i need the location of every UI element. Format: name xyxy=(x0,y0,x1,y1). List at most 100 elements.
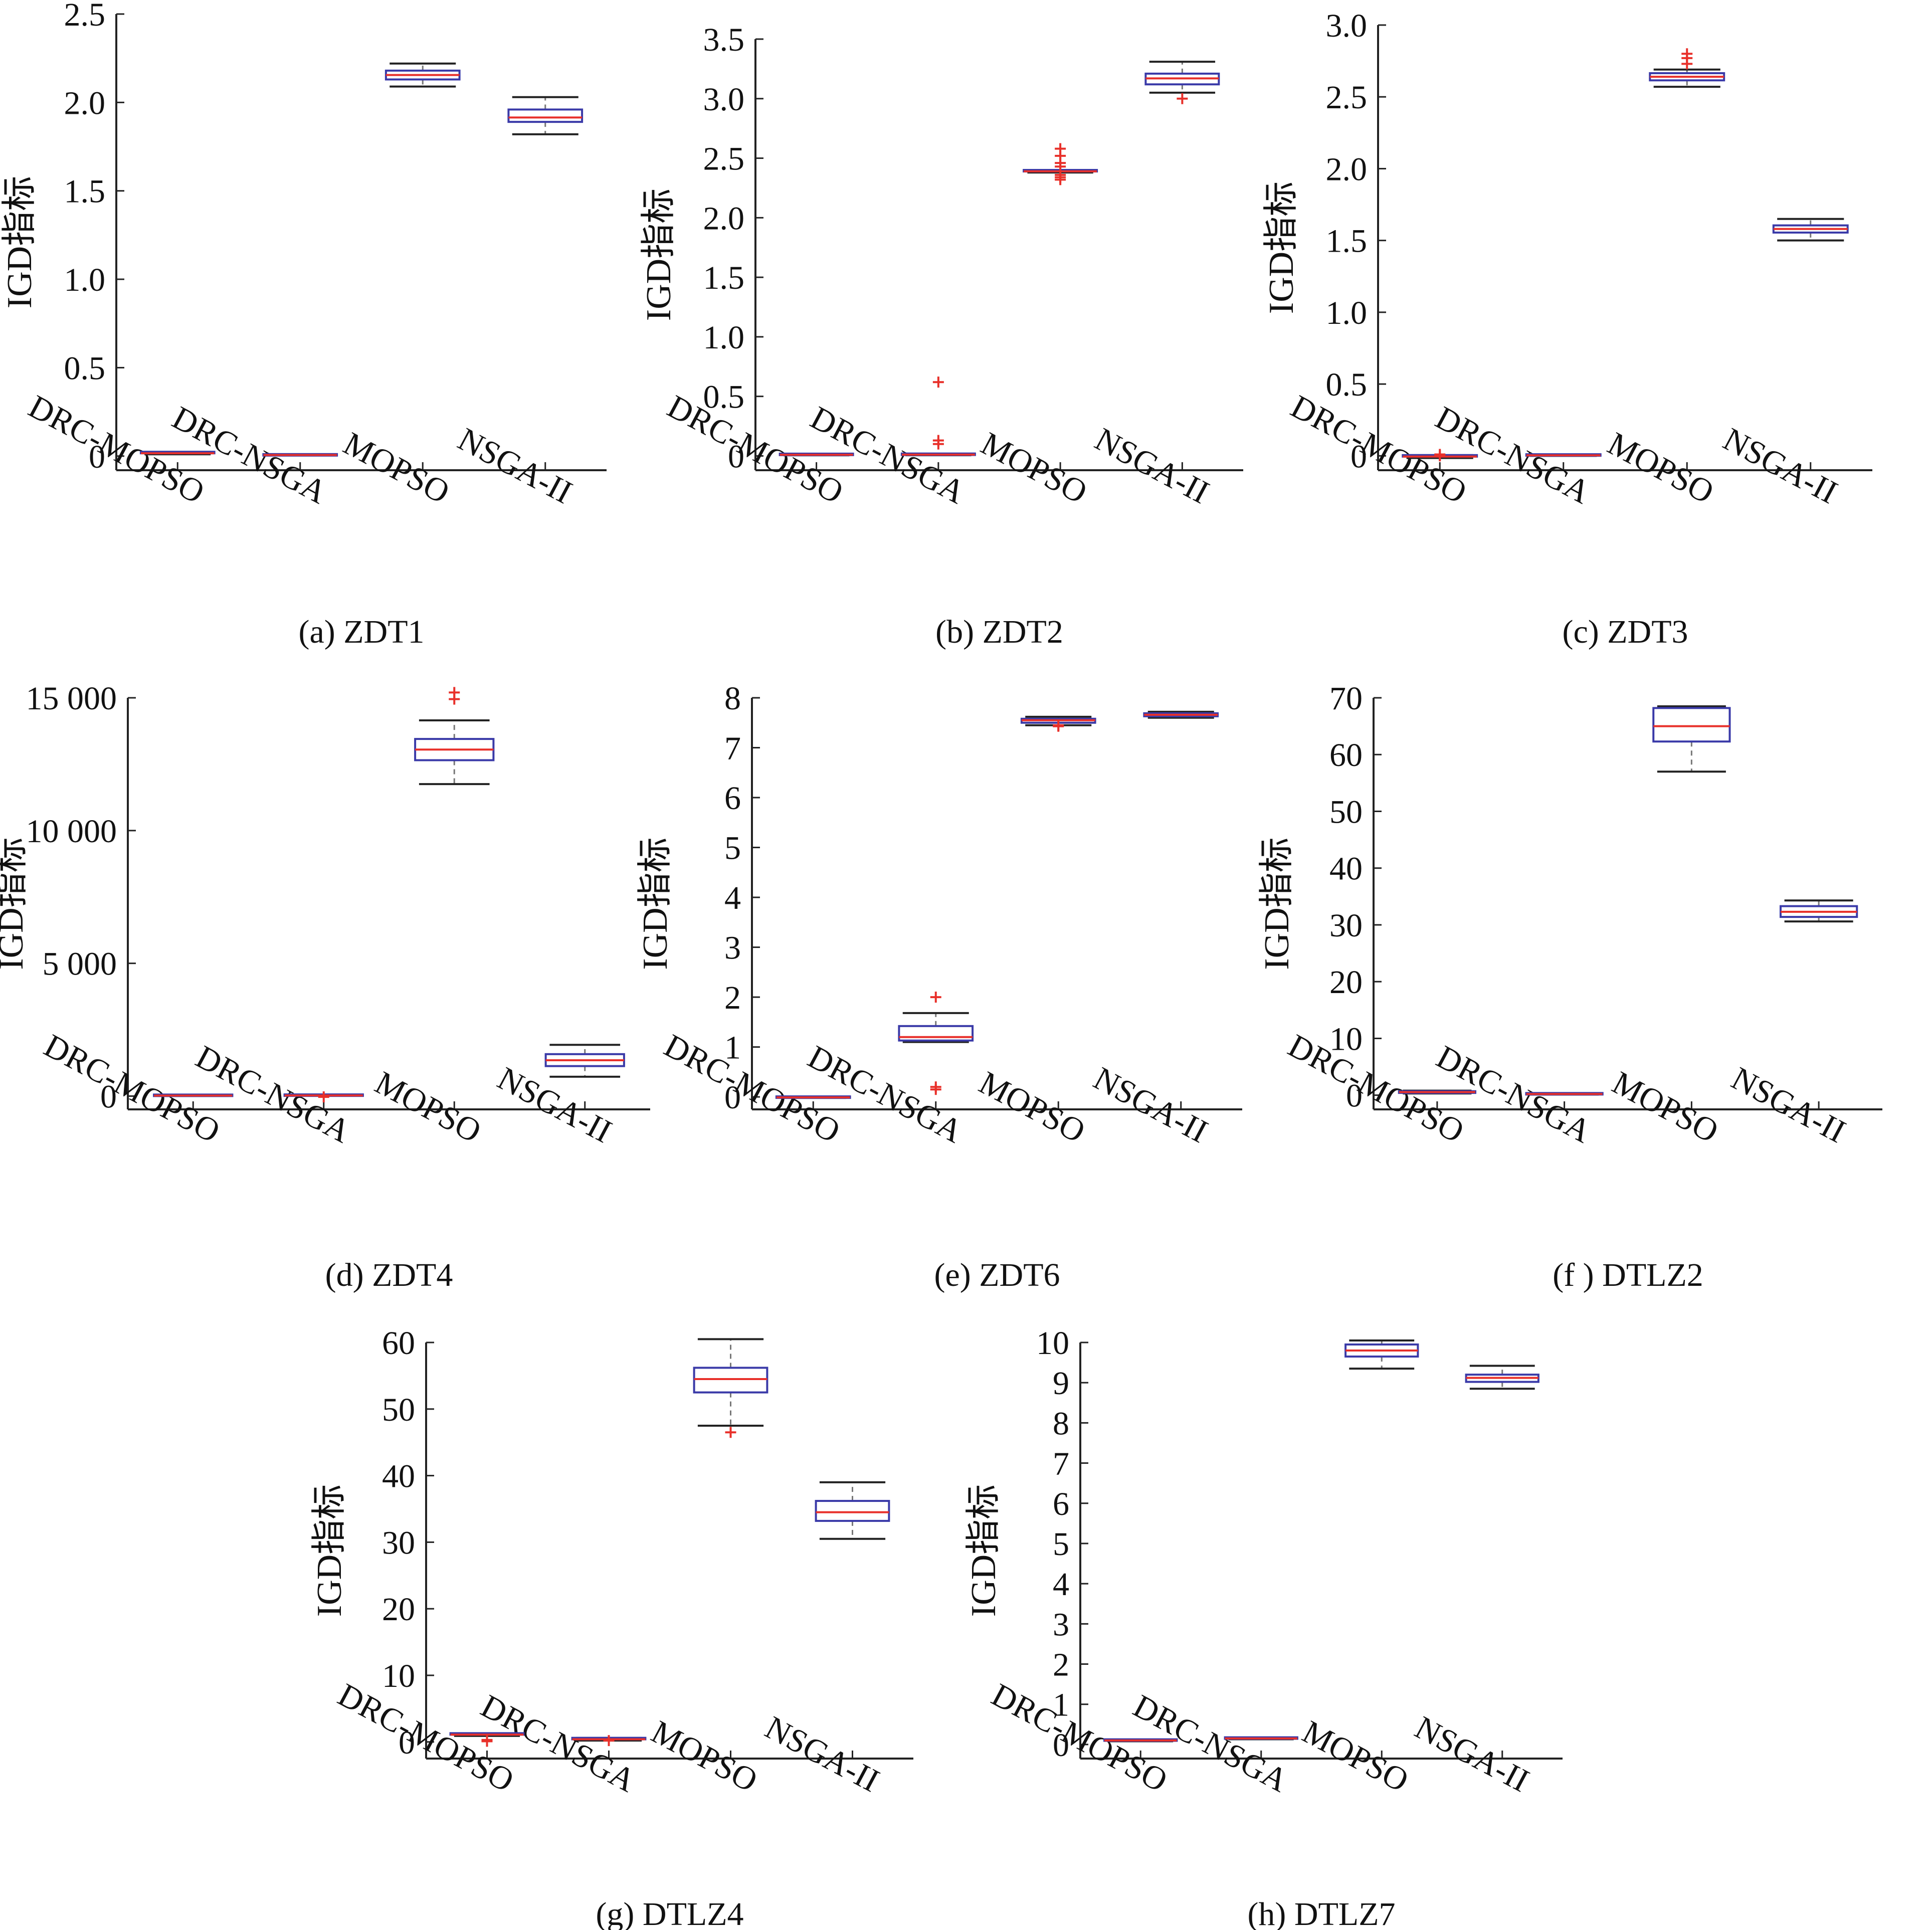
iqr-box xyxy=(1652,707,1731,743)
y-tick-label: 40 xyxy=(382,1458,415,1495)
y-tick-label: 8 xyxy=(724,680,741,717)
y-tick-label: 0 xyxy=(728,438,744,475)
y-axis-label: IGD指标 xyxy=(964,1484,1003,1617)
category-label: NSGA-II xyxy=(759,1709,885,1799)
y-tick-label: 7 xyxy=(1053,1446,1069,1482)
box-nsga-ii xyxy=(815,1481,890,1540)
y-axis-label: IGD指标 xyxy=(1,176,39,308)
box-mopso xyxy=(1652,705,1731,773)
y-tick-label: 0 xyxy=(1350,438,1367,475)
y-tick-label: 0 xyxy=(89,439,105,475)
y-tick-label: 10 000 xyxy=(26,813,117,850)
panel-caption: (d) ZDT4 xyxy=(325,1257,453,1293)
box-drc-nsga xyxy=(900,376,976,457)
y-tick-label: 2.0 xyxy=(703,200,745,237)
y-axis-label: IGD指标 xyxy=(640,188,678,321)
box-mopso xyxy=(1344,1339,1419,1370)
outlier-marker xyxy=(1681,58,1693,70)
box-nsga-ii xyxy=(1772,218,1849,242)
box-drc-mopso xyxy=(779,452,854,457)
y-tick-label: 0 xyxy=(399,1724,415,1761)
box-drc-nsga xyxy=(1525,1092,1604,1096)
iqr-box xyxy=(507,108,584,123)
y-tick-label: 0 xyxy=(1053,1727,1069,1764)
category-label: MOPSO xyxy=(975,425,1093,511)
panel-caption: (b) ZDT2 xyxy=(935,614,1063,650)
category-label: MOPSO xyxy=(973,1064,1091,1150)
y-tick-label: 3.0 xyxy=(703,81,745,118)
box-drc-mopso xyxy=(449,1732,525,1747)
y-tick-label: 1.5 xyxy=(64,173,106,210)
box-nsga-ii xyxy=(1465,1365,1539,1390)
y-tick-label: 0 xyxy=(100,1079,117,1115)
box-nsga-ii xyxy=(507,96,584,135)
box-drc-mopso xyxy=(1103,1738,1178,1743)
y-tick-label: 5 xyxy=(1053,1526,1069,1563)
y-tick-label: 50 xyxy=(1329,794,1363,830)
y-tick-label: 50 xyxy=(382,1392,415,1428)
category-label: NSGA-II xyxy=(1088,1060,1214,1150)
box-drc-nsga xyxy=(571,1735,647,1747)
y-tick-label: 3 xyxy=(1053,1606,1069,1643)
panel-caption: (h) DTLZ7 xyxy=(1247,1896,1395,1930)
y-axis-label: IGD指标 xyxy=(310,1484,349,1617)
outlier-marker xyxy=(481,1735,493,1747)
box-nsga-ii xyxy=(1143,710,1219,719)
category-label: MOPSO xyxy=(1607,1064,1724,1150)
category-label: NSGA-II xyxy=(1725,1060,1851,1150)
box-mopso xyxy=(414,687,495,786)
y-tick-label: 1 xyxy=(724,1030,741,1066)
y-tick-label: 4 xyxy=(1053,1566,1069,1603)
y-tick-label: 1.0 xyxy=(703,319,745,356)
y-tick-label: 1.5 xyxy=(703,260,745,296)
outlier-marker xyxy=(930,1084,941,1095)
y-tick-label: 30 xyxy=(382,1524,415,1561)
y-tick-label: 30 xyxy=(1329,907,1363,944)
y-tick-label: 10 xyxy=(382,1658,415,1694)
category-label: NSGA-II xyxy=(1409,1709,1535,1799)
category-label: NSGA-II xyxy=(1717,421,1843,511)
panel-caption: (e) ZDT6 xyxy=(934,1257,1060,1293)
box-nsga-ii xyxy=(544,1044,625,1078)
category-label: DRC-MOPSO xyxy=(38,1027,226,1150)
y-tick-label: 1.0 xyxy=(64,262,106,298)
box-mopso xyxy=(693,1338,768,1438)
box-mopso xyxy=(1023,143,1098,185)
y-axis-label: IGD指标 xyxy=(0,837,31,970)
y-tick-label: 4 xyxy=(724,880,741,916)
y-tick-label: 20 xyxy=(382,1591,415,1628)
y-tick-label: 3.0 xyxy=(1326,8,1368,44)
y-tick-label: 15 000 xyxy=(26,680,117,717)
outlier-marker xyxy=(1177,93,1188,104)
box-drc-nsga xyxy=(898,992,974,1095)
y-tick-label: 3 xyxy=(724,930,741,967)
y-tick-label: 10 xyxy=(1036,1325,1069,1362)
y-tick-label: 6 xyxy=(724,780,741,817)
y-tick-label: 3.5 xyxy=(703,22,745,58)
y-tick-label: 6 xyxy=(1053,1486,1069,1522)
category-label: MOPSO xyxy=(1296,1713,1414,1799)
y-axis-label: IGD指标 xyxy=(1262,181,1301,314)
category-label: DRC-MOPSO xyxy=(1282,1027,1470,1150)
outlier-marker xyxy=(318,1091,329,1103)
iqr-box xyxy=(898,1025,974,1042)
iqr-box xyxy=(815,1500,890,1522)
box-mopso xyxy=(384,62,461,88)
outlier-marker xyxy=(1053,719,1064,731)
y-tick-label: 70 xyxy=(1329,680,1363,717)
box-drc-mopso xyxy=(1402,449,1478,462)
y-tick-label: 2.5 xyxy=(64,0,106,33)
y-tick-label: 0 xyxy=(1346,1078,1363,1114)
panel-caption: (f ) DTLZ2 xyxy=(1553,1257,1703,1293)
y-tick-label: 2.5 xyxy=(1326,79,1368,116)
y-tick-label: 0.5 xyxy=(64,350,106,387)
category-label: MOPSO xyxy=(1602,425,1719,511)
box-drc-mopso xyxy=(153,1093,234,1097)
outlier-marker xyxy=(603,1735,615,1747)
y-axis-label: IGD指标 xyxy=(636,837,675,970)
y-tick-label: 9 xyxy=(1053,1365,1069,1402)
outlier-marker xyxy=(725,1427,736,1438)
